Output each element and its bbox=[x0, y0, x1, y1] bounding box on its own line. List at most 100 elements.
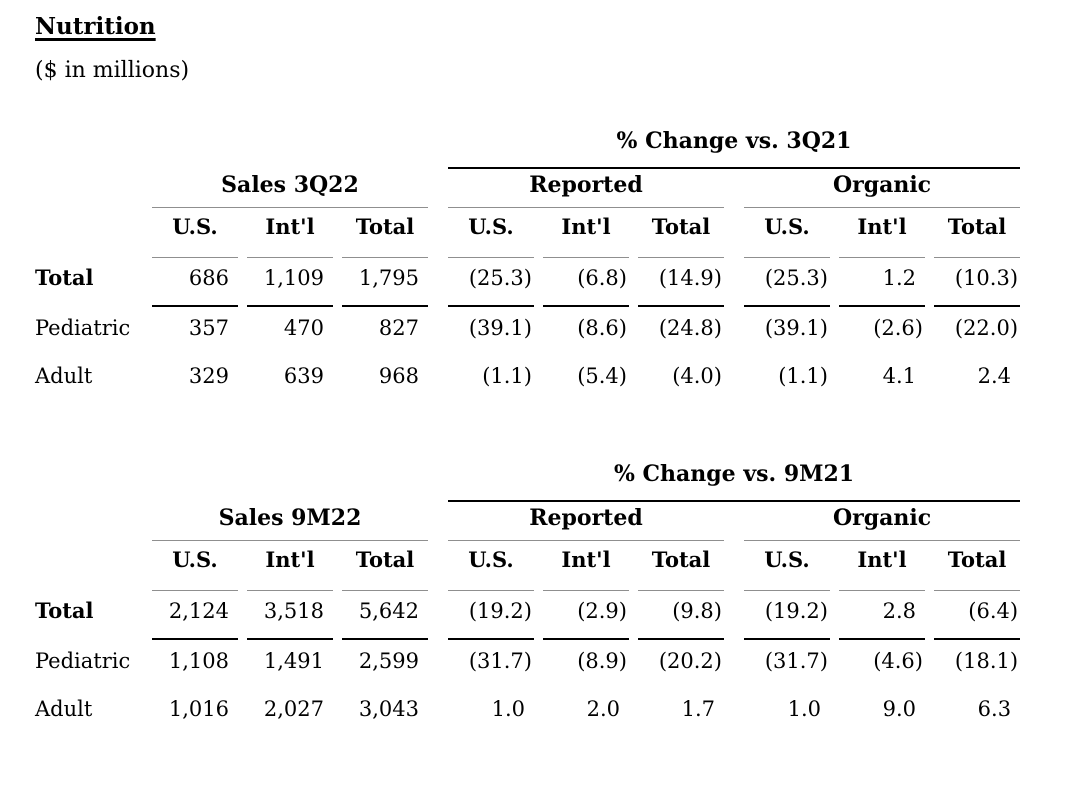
cell-value: 3,043 bbox=[358, 697, 419, 721]
cell-value: (6.4) bbox=[934, 590, 1021, 638]
table-row-total: Total 686 1,109 1,795 (25.3) (6.8) (14.9… bbox=[35, 257, 1021, 305]
cell-value: 2,599 bbox=[342, 638, 428, 686]
col-header-sales-intl: Int'l bbox=[265, 214, 315, 239]
cell-value: 1,108 bbox=[152, 638, 238, 686]
reported-group-header: Reported bbox=[448, 502, 724, 541]
cell-value: 2.4 bbox=[977, 364, 1012, 388]
cell-value: 5,642 bbox=[342, 590, 428, 638]
cell-value: (39.1) bbox=[448, 305, 534, 353]
cell-value: 1,109 bbox=[247, 257, 333, 305]
cell-value: 2,027 bbox=[263, 697, 324, 721]
pct-change-header-row: % Change vs. 3Q21 bbox=[35, 128, 1021, 169]
cell-value: (19.2) bbox=[744, 590, 830, 638]
row-label: Total bbox=[35, 265, 94, 290]
spacer-cell bbox=[437, 590, 439, 638]
cell-value: (14.9) bbox=[638, 257, 724, 305]
cell-value: (2.6) bbox=[839, 305, 925, 353]
pct-change-vs-9m21-header: % Change vs. 9M21 bbox=[448, 461, 1021, 502]
blank-cell bbox=[152, 461, 428, 502]
cell-value: (39.1) bbox=[744, 305, 830, 353]
spacer-cell bbox=[437, 128, 439, 169]
cell-value: 2.0 bbox=[586, 697, 620, 721]
cell-value: 9.0 bbox=[882, 697, 916, 721]
col-header-organic-us: U.S. bbox=[764, 214, 810, 239]
spacer-cell bbox=[733, 305, 735, 353]
spacer-cell bbox=[733, 502, 735, 541]
col-header-reported-total: Total bbox=[651, 214, 711, 239]
cell-value: 6.3 bbox=[977, 697, 1012, 721]
group-header-row: Sales 3Q22 Reported Organic bbox=[35, 169, 1021, 208]
blank-cell bbox=[35, 541, 143, 590]
row-label: Adult bbox=[35, 364, 93, 388]
spacer-cell bbox=[733, 169, 735, 208]
table-row-adult: Adult 329 639 968 (1.1) (5.4) (4.0) (1.1… bbox=[35, 353, 1020, 397]
col-header-organic-intl: Int'l bbox=[857, 547, 907, 572]
sales-table-3q22: % Change vs. 3Q21 Sales 3Q22 Reported Or… bbox=[26, 128, 1029, 397]
cell-value: (2.9) bbox=[543, 590, 629, 638]
cell-value: (1.1) bbox=[482, 364, 532, 388]
organic-group-header: Organic bbox=[744, 169, 1021, 208]
sales-3q22-group-header: Sales 3Q22 bbox=[152, 169, 428, 208]
col-header-sales-us: U.S. bbox=[172, 547, 218, 572]
spacer-cell bbox=[437, 353, 439, 397]
col-header-organic-intl: Int'l bbox=[857, 214, 907, 239]
cell-value: (24.8) bbox=[638, 305, 724, 353]
spacer-cell bbox=[437, 169, 439, 208]
cell-value: 968 bbox=[378, 364, 419, 388]
cell-value: (19.2) bbox=[448, 590, 534, 638]
col-header-sales-us: U.S. bbox=[172, 214, 218, 239]
cell-value: 3,518 bbox=[247, 590, 333, 638]
cell-value: 1,795 bbox=[342, 257, 428, 305]
cell-value: (31.7) bbox=[448, 638, 534, 686]
spacer-cell bbox=[733, 257, 735, 305]
col-header-reported-us: U.S. bbox=[468, 547, 514, 572]
col-header-organic-total: Total bbox=[947, 214, 1007, 239]
cell-value: (25.3) bbox=[448, 257, 534, 305]
row-label: Pediatric bbox=[35, 316, 131, 340]
col-header-reported-intl: Int'l bbox=[561, 547, 611, 572]
cell-value: (18.1) bbox=[934, 638, 1021, 686]
column-header-row: U.S. Int'l Total U.S. Int'l Total U.S. I… bbox=[35, 541, 1020, 590]
blank-cell bbox=[35, 208, 143, 257]
page-title: Nutrition bbox=[35, 13, 156, 40]
group-header-row: Sales 9M22 Reported Organic bbox=[35, 502, 1021, 541]
cell-value: (8.6) bbox=[543, 305, 629, 353]
table-row-pediatric: Pediatric 357 470 827 (39.1) (8.6) (24.8… bbox=[35, 305, 1021, 353]
spacer-cell bbox=[437, 461, 439, 502]
col-header-organic-us: U.S. bbox=[764, 547, 810, 572]
cell-value: 2.8 bbox=[839, 590, 925, 638]
col-header-reported-us: U.S. bbox=[468, 214, 514, 239]
spacer-cell bbox=[437, 208, 439, 257]
cell-value: 1.0 bbox=[491, 697, 525, 721]
blank-cell bbox=[35, 461, 143, 502]
cell-value: (20.2) bbox=[638, 638, 724, 686]
col-header-reported-intl: Int'l bbox=[561, 214, 611, 239]
table-row-total: Total 2,124 3,518 5,642 (19.2) (2.9) (9.… bbox=[35, 590, 1021, 638]
spacer-cell bbox=[437, 541, 439, 590]
cell-value: (1.1) bbox=[778, 364, 828, 388]
spacer-cell bbox=[437, 638, 439, 686]
pct-change-header-row: % Change vs. 9M21 bbox=[35, 461, 1021, 502]
organic-group-header: Organic bbox=[744, 502, 1021, 541]
row-label: Adult bbox=[35, 697, 93, 721]
spacer-cell bbox=[733, 541, 735, 590]
cell-value: 1.0 bbox=[787, 697, 821, 721]
cell-value: 2,124 bbox=[152, 590, 238, 638]
cell-value: 470 bbox=[247, 305, 333, 353]
cell-value: 329 bbox=[188, 364, 229, 388]
column-header-row: U.S. Int'l Total U.S. Int'l Total U.S. I… bbox=[35, 208, 1020, 257]
table-row-pediatric: Pediatric 1,108 1,491 2,599 (31.7) (8.9)… bbox=[35, 638, 1021, 686]
cell-value: (6.8) bbox=[543, 257, 629, 305]
row-label: Pediatric bbox=[35, 649, 131, 673]
blank-cell bbox=[35, 169, 143, 208]
spacer-cell bbox=[437, 686, 439, 730]
cell-value: 357 bbox=[152, 305, 238, 353]
cell-value: (4.6) bbox=[839, 638, 925, 686]
cell-value: 1.2 bbox=[839, 257, 925, 305]
units-note: ($ in millions) bbox=[35, 58, 190, 83]
spacer-cell bbox=[437, 502, 439, 541]
cell-value: 639 bbox=[283, 364, 324, 388]
pct-change-vs-3q21-header: % Change vs. 3Q21 bbox=[448, 128, 1021, 169]
cell-value: 1,016 bbox=[168, 697, 229, 721]
